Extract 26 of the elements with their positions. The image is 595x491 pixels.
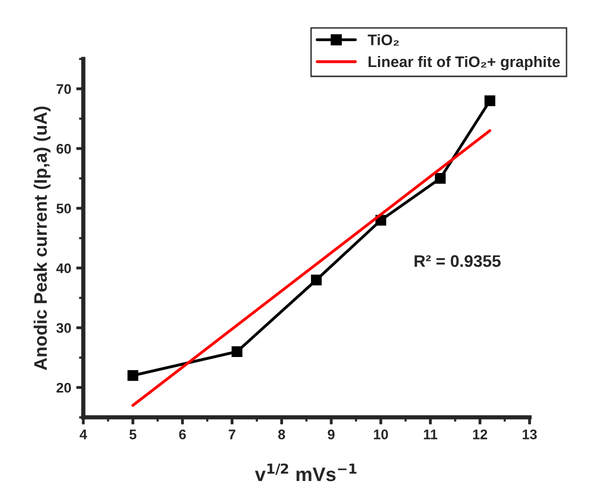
point xyxy=(434,173,446,184)
x-tick-label: 8 xyxy=(278,430,286,440)
point xyxy=(484,95,496,106)
point xyxy=(128,370,138,381)
y-tick-label: 40 xyxy=(56,263,71,274)
x-axis-title: v$^{1/2}$ mVs$^{−1}$ xyxy=(254,464,356,482)
y-tick-label: 70 xyxy=(56,84,71,94)
x-tick-label: 4 xyxy=(80,430,88,440)
y-axis-title: Anodic Peak current (Ip,a) (uA) xyxy=(34,106,50,370)
x-tick-label: 5 xyxy=(129,430,136,440)
point xyxy=(310,274,322,286)
point xyxy=(232,346,242,358)
x-tick-label: 10 xyxy=(374,430,388,440)
annotation: R² = 0.9355 xyxy=(414,255,501,267)
x-tick-label: 6 xyxy=(179,430,186,440)
y-tick-label: 20 xyxy=(56,382,71,393)
x-tick-label: 7 xyxy=(228,430,236,440)
y-tick-label: 50 xyxy=(56,204,71,214)
x-tick-label: 11 xyxy=(424,430,438,440)
legend-label: Linear fit of TiO₂+ graphite xyxy=(368,56,560,70)
legend-label: TiO₂ xyxy=(368,34,399,46)
x-tick-label: 9 xyxy=(328,430,335,440)
x-tick-label: 12 xyxy=(473,430,488,440)
y-tick-label: 30 xyxy=(56,323,71,333)
y-tick-label: 60 xyxy=(56,144,71,154)
x-tick-label: 13 xyxy=(522,430,537,440)
